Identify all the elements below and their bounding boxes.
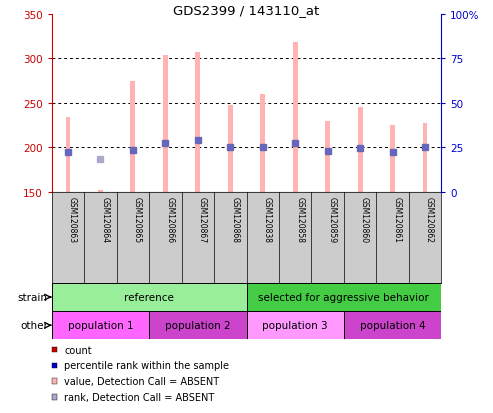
Bar (228, 105, 233, 192)
Bar (98, 191, 103, 192)
Bar (423, 124, 427, 192)
Text: other: other (20, 320, 48, 330)
Bar (325, 121, 330, 192)
Text: population 3: population 3 (262, 320, 328, 330)
Bar (357, 108, 362, 192)
Text: percentile rank within the sample: percentile rank within the sample (64, 361, 229, 370)
Text: population 2: population 2 (165, 320, 231, 330)
Bar (66, 118, 70, 192)
Bar (246, 283, 441, 311)
Bar (52, 283, 246, 311)
Text: population 1: population 1 (68, 320, 133, 330)
Text: GDS2399 / 143110_at: GDS2399 / 143110_at (174, 5, 319, 17)
Text: GSM120866: GSM120866 (165, 197, 175, 243)
Bar (293, 43, 298, 192)
Text: strain: strain (18, 292, 48, 302)
Text: GSM120865: GSM120865 (133, 197, 142, 243)
Bar (131, 81, 136, 192)
Text: GSM120860: GSM120860 (360, 197, 369, 243)
Bar (390, 126, 395, 192)
Bar (52, 311, 149, 339)
Bar (344, 311, 441, 339)
Text: GSM120858: GSM120858 (295, 197, 304, 243)
Text: GSM120863: GSM120863 (68, 197, 77, 243)
Text: GSM120838: GSM120838 (263, 197, 272, 243)
Text: GSM120859: GSM120859 (328, 197, 337, 243)
Text: reference: reference (124, 292, 174, 302)
Text: selected for aggressive behavior: selected for aggressive behavior (258, 292, 429, 302)
Text: count: count (64, 345, 92, 355)
Text: GSM120862: GSM120862 (425, 197, 434, 243)
Bar (163, 56, 168, 192)
Bar (149, 311, 246, 339)
Text: GSM120864: GSM120864 (101, 197, 109, 243)
Text: population 4: population 4 (360, 320, 425, 330)
Bar (195, 53, 200, 192)
Text: GSM120867: GSM120867 (198, 197, 207, 243)
Text: GSM120868: GSM120868 (230, 197, 239, 243)
Text: GSM120861: GSM120861 (392, 197, 402, 243)
Bar (246, 311, 344, 339)
Text: value, Detection Call = ABSENT: value, Detection Call = ABSENT (64, 376, 219, 386)
Bar (260, 95, 265, 192)
Text: rank, Detection Call = ABSENT: rank, Detection Call = ABSENT (64, 392, 214, 402)
